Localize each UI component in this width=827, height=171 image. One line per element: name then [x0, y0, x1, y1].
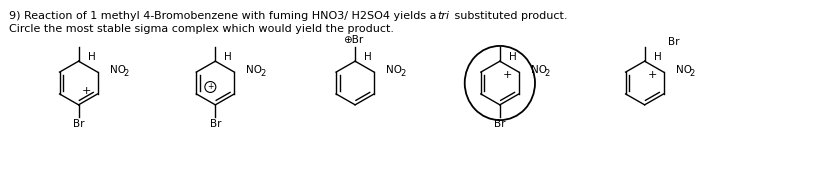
Text: NO: NO — [530, 65, 546, 75]
Text: 2: 2 — [689, 69, 694, 78]
Text: 2: 2 — [399, 69, 405, 78]
Text: H: H — [509, 52, 516, 62]
Text: H: H — [364, 52, 371, 62]
Text: Br: Br — [494, 119, 505, 129]
Text: 2: 2 — [123, 69, 129, 78]
Text: H: H — [224, 52, 232, 62]
Text: Br: Br — [73, 119, 84, 129]
Text: H: H — [653, 52, 661, 62]
Text: +: + — [82, 86, 91, 96]
Text: 2: 2 — [544, 69, 549, 78]
Text: +: + — [648, 70, 657, 80]
Text: tri: tri — [437, 11, 448, 21]
Text: NO: NO — [246, 65, 262, 75]
Text: ⊕Br: ⊕Br — [342, 35, 363, 45]
Text: NO: NO — [675, 65, 691, 75]
Text: 2: 2 — [260, 69, 265, 78]
Text: Br: Br — [209, 119, 221, 129]
Text: substituted product.: substituted product. — [451, 11, 566, 21]
Text: NO: NO — [109, 65, 126, 75]
Text: +: + — [207, 82, 213, 91]
Text: NO: NO — [385, 65, 402, 75]
Text: Circle the most stable sigma complex which would yield the product.: Circle the most stable sigma complex whi… — [8, 23, 393, 34]
Text: +: + — [503, 70, 512, 80]
Text: Br: Br — [667, 37, 678, 47]
Text: 9) Reaction of 1 methyl 4-Bromobenzene with fuming HNO3/ H2SO4 yields a: 9) Reaction of 1 methyl 4-Bromobenzene w… — [8, 11, 439, 21]
Text: H: H — [88, 52, 95, 62]
